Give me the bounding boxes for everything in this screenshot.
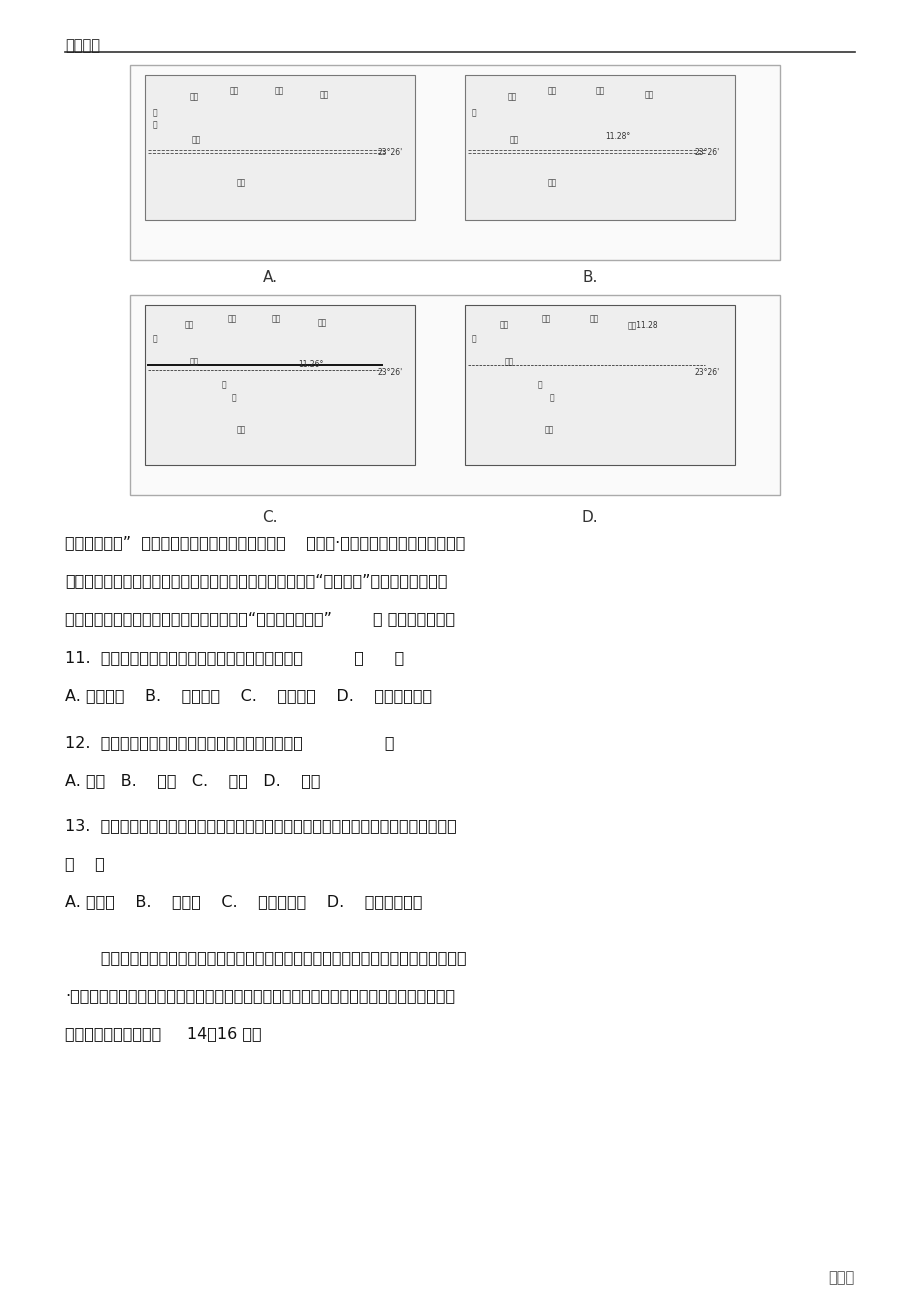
Text: 23°26': 23°26' — [694, 367, 720, 377]
Text: 江西: 江西 — [596, 86, 605, 95]
Text: 已成为我国石材产业重要的承接地，被称为“中国石材的希望”        。 回答下面小题。: 已成为我国石材产业重要的承接地，被称为“中国石材的希望” 。 回答下面小题。 — [65, 611, 455, 625]
Text: 广西: 广西 — [192, 136, 201, 145]
Text: （    ）: （ ） — [65, 856, 105, 870]
Text: 23°26': 23°26' — [694, 149, 720, 156]
Text: A. 原料   B.    位置   C.    市场   D.    交通: A. 原料 B. 位置 C. 市场 D. 交通 — [65, 773, 320, 788]
Text: 福建: 福建 — [320, 90, 329, 99]
Text: 云: 云 — [471, 108, 476, 117]
Text: 南海: 南海 — [548, 179, 557, 188]
Text: 广: 广 — [221, 380, 226, 390]
Text: 业基地。近年来，南安市先后关闭了几百家石材企业。随着“一带一路”战略的实施，新疆: 业基地。近年来，南安市先后关闭了几百家石材企业。随着“一带一路”战略的实施，新疆 — [65, 573, 447, 588]
Text: 物质循环图。读图回答     14～16 题。: 物质循环图。读图回答 14～16 题。 — [65, 1025, 261, 1041]
Text: 广西: 广西 — [509, 136, 518, 145]
Text: 江西: 江西 — [275, 86, 284, 95]
Text: 东: 东 — [232, 394, 236, 403]
Text: 广西: 广西 — [505, 357, 514, 366]
Text: 云: 云 — [153, 108, 157, 117]
Text: 23°26': 23°26' — [378, 149, 403, 156]
Text: 湖南: 湖南 — [228, 314, 237, 323]
FancyBboxPatch shape — [145, 76, 414, 220]
Text: 11.28°: 11.28° — [605, 132, 630, 141]
Text: A. 抗腐蚀    B.    辐射少    C.    坚硬耐划痕    D.    品种多样美观: A. 抗腐蚀 B. 辐射少 C. 坚硬耐划痕 D. 品种多样美观 — [65, 894, 422, 909]
Text: 湖南: 湖南 — [541, 314, 550, 323]
Text: 广: 广 — [538, 380, 542, 390]
Text: 中国建材之乡”  福建南安市是国家级生态县级市，    也是我·国最大的石材循环经济绿色产: 中国建材之乡” 福建南安市是国家级生态县级市， 也是我·国最大的石材循环经济绿色… — [65, 536, 465, 550]
Text: ·遗址是第五批公布的全国重点文物保护单位。下面左图是万寿岩遗址景观图，右图是岩石圈: ·遗址是第五批公布的全国重点文物保护单位。下面左图是万寿岩遗址景观图，右图是岩石… — [65, 988, 455, 1003]
Text: 云: 云 — [471, 334, 476, 343]
Text: 南海: 南海 — [237, 425, 246, 434]
Text: 云: 云 — [153, 334, 157, 343]
Text: 江西: 江西 — [589, 314, 598, 323]
FancyBboxPatch shape — [130, 65, 779, 261]
FancyBboxPatch shape — [130, 294, 779, 495]
Text: 23°26': 23°26' — [378, 367, 403, 377]
Text: 湖南: 湖南 — [230, 86, 239, 95]
Text: A.: A. — [262, 270, 278, 285]
Text: 12.  新疆承接石材产业转移最不具备的优势条件是（                ）: 12. 新疆承接石材产业转移最不具备的优势条件是（ ） — [65, 735, 394, 751]
Text: 13.  相较大理岩主要用于室内装饰，花岗岩广泛应用于外墙装饰，推测其最可能的原因是: 13. 相较大理岩主要用于室内装饰，花岗岩广泛应用于外墙装饰，推测其最可能的原因… — [65, 818, 456, 833]
Text: 贵州: 贵州 — [190, 93, 199, 102]
Text: 福具11.28: 福具11.28 — [628, 321, 658, 328]
Text: 广西: 广西 — [190, 357, 199, 366]
Text: 11.  近年来南安市石材企业大量关闭的最主要原因是          （      ）: 11. 近年来南安市石材企业大量关闭的最主要原因是 （ ） — [65, 650, 403, 665]
Text: C.: C. — [262, 509, 278, 525]
Text: 江西: 江西 — [272, 314, 281, 323]
Text: D.: D. — [581, 509, 597, 525]
FancyBboxPatch shape — [464, 76, 734, 220]
Text: B.: B. — [582, 270, 597, 285]
Text: 南海: 南海 — [237, 179, 246, 188]
FancyBboxPatch shape — [464, 305, 734, 465]
Text: 南: 南 — [153, 120, 157, 129]
Text: 贵州: 贵州 — [507, 93, 516, 102]
Text: 贵州: 贵州 — [499, 321, 509, 328]
Text: 湖南: 湖南 — [548, 86, 557, 95]
Text: 万寿岩遗址位于福建省三明市，岩石由石灰岩构成，岩溶发育，生成若干洞穴。万寿岩: 万寿岩遗址位于福建省三明市，岩石由石灰岩构成，岩溶发育，生成若干洞穴。万寿岩 — [65, 950, 466, 966]
Text: 11.26°: 11.26° — [298, 360, 323, 369]
Text: 福建: 福建 — [318, 318, 327, 327]
Text: 福建: 福建 — [644, 90, 653, 99]
Text: 东: 东 — [550, 394, 554, 403]
Text: A. 资源枯竭    B.    环境压力    C.    市场饱和    D.    生产成本上升: A. 资源枯竭 B. 环境压力 C. 市场饱和 D. 生产成本上升 — [65, 688, 432, 704]
Text: 部编本: 部编本 — [828, 1270, 854, 1285]
Text: 贵州: 贵州 — [185, 321, 194, 328]
Text: 南海: 南海 — [544, 425, 553, 434]
FancyBboxPatch shape — [145, 305, 414, 465]
Text: 欢迎使用: 欢迎使用 — [65, 38, 100, 53]
